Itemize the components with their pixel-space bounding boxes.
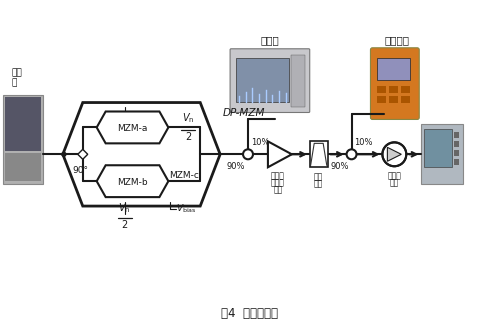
- Polygon shape: [388, 147, 402, 161]
- Text: 光滤: 光滤: [314, 172, 324, 181]
- Text: 90°: 90°: [73, 166, 89, 175]
- Bar: [378, 58, 410, 80]
- Bar: [5, 153, 41, 181]
- Text: 90%: 90%: [330, 162, 348, 171]
- Text: DP-MZM: DP-MZM: [223, 108, 266, 118]
- Polygon shape: [268, 141, 292, 167]
- Circle shape: [382, 142, 406, 166]
- Bar: [132, 146, 148, 151]
- Bar: [378, 86, 386, 93]
- Bar: [291, 55, 305, 107]
- Bar: [424, 130, 452, 167]
- Text: 10%: 10%: [354, 138, 373, 147]
- Text: 光电探: 光电探: [388, 171, 402, 180]
- Polygon shape: [78, 149, 88, 159]
- Text: 激光
器: 激光 器: [11, 68, 22, 88]
- Bar: [136, 200, 154, 204]
- Text: 大器: 大器: [273, 185, 282, 194]
- Text: $V_{\rm n}$: $V_{\rm n}$: [182, 112, 194, 125]
- Circle shape: [346, 149, 356, 159]
- FancyBboxPatch shape: [230, 49, 310, 112]
- Bar: [454, 150, 459, 156]
- Text: 2: 2: [122, 220, 128, 230]
- Text: 90%: 90%: [226, 162, 245, 171]
- Bar: [454, 159, 459, 165]
- Bar: [390, 86, 398, 93]
- Text: 图4  实验结构图: 图4 实验结构图: [222, 307, 278, 320]
- Text: 调光放: 调光放: [271, 178, 285, 187]
- Circle shape: [243, 149, 253, 159]
- Bar: [421, 124, 463, 184]
- Bar: [402, 96, 410, 102]
- Bar: [378, 96, 386, 102]
- Text: 功率可: 功率可: [271, 171, 285, 180]
- Circle shape: [62, 152, 66, 156]
- Polygon shape: [96, 165, 168, 197]
- Bar: [114, 104, 136, 109]
- Bar: [454, 132, 459, 138]
- Bar: [3, 95, 43, 184]
- Bar: [236, 58, 289, 101]
- Bar: [5, 97, 41, 151]
- Polygon shape: [96, 111, 168, 143]
- Bar: [310, 141, 328, 167]
- Text: MZM-c: MZM-c: [170, 171, 199, 180]
- Bar: [114, 158, 136, 163]
- Bar: [402, 86, 410, 93]
- Bar: [454, 141, 459, 147]
- Text: 2: 2: [185, 132, 192, 142]
- Text: 光谱仪: 光谱仪: [260, 35, 280, 45]
- Text: MZM-a: MZM-a: [118, 124, 148, 133]
- Text: 光功率计: 光功率计: [385, 35, 410, 45]
- Bar: [390, 96, 398, 102]
- Text: $V_{\rm bias}$: $V_{\rm bias}$: [176, 203, 197, 215]
- Polygon shape: [63, 102, 220, 206]
- Text: 测器: 测器: [390, 178, 399, 187]
- Text: $V_{\rm n}$: $V_{\rm n}$: [118, 201, 131, 215]
- Text: 10%: 10%: [251, 138, 270, 147]
- Text: MZM-b: MZM-b: [117, 178, 148, 187]
- FancyBboxPatch shape: [370, 48, 419, 120]
- Text: 波器: 波器: [314, 179, 324, 188]
